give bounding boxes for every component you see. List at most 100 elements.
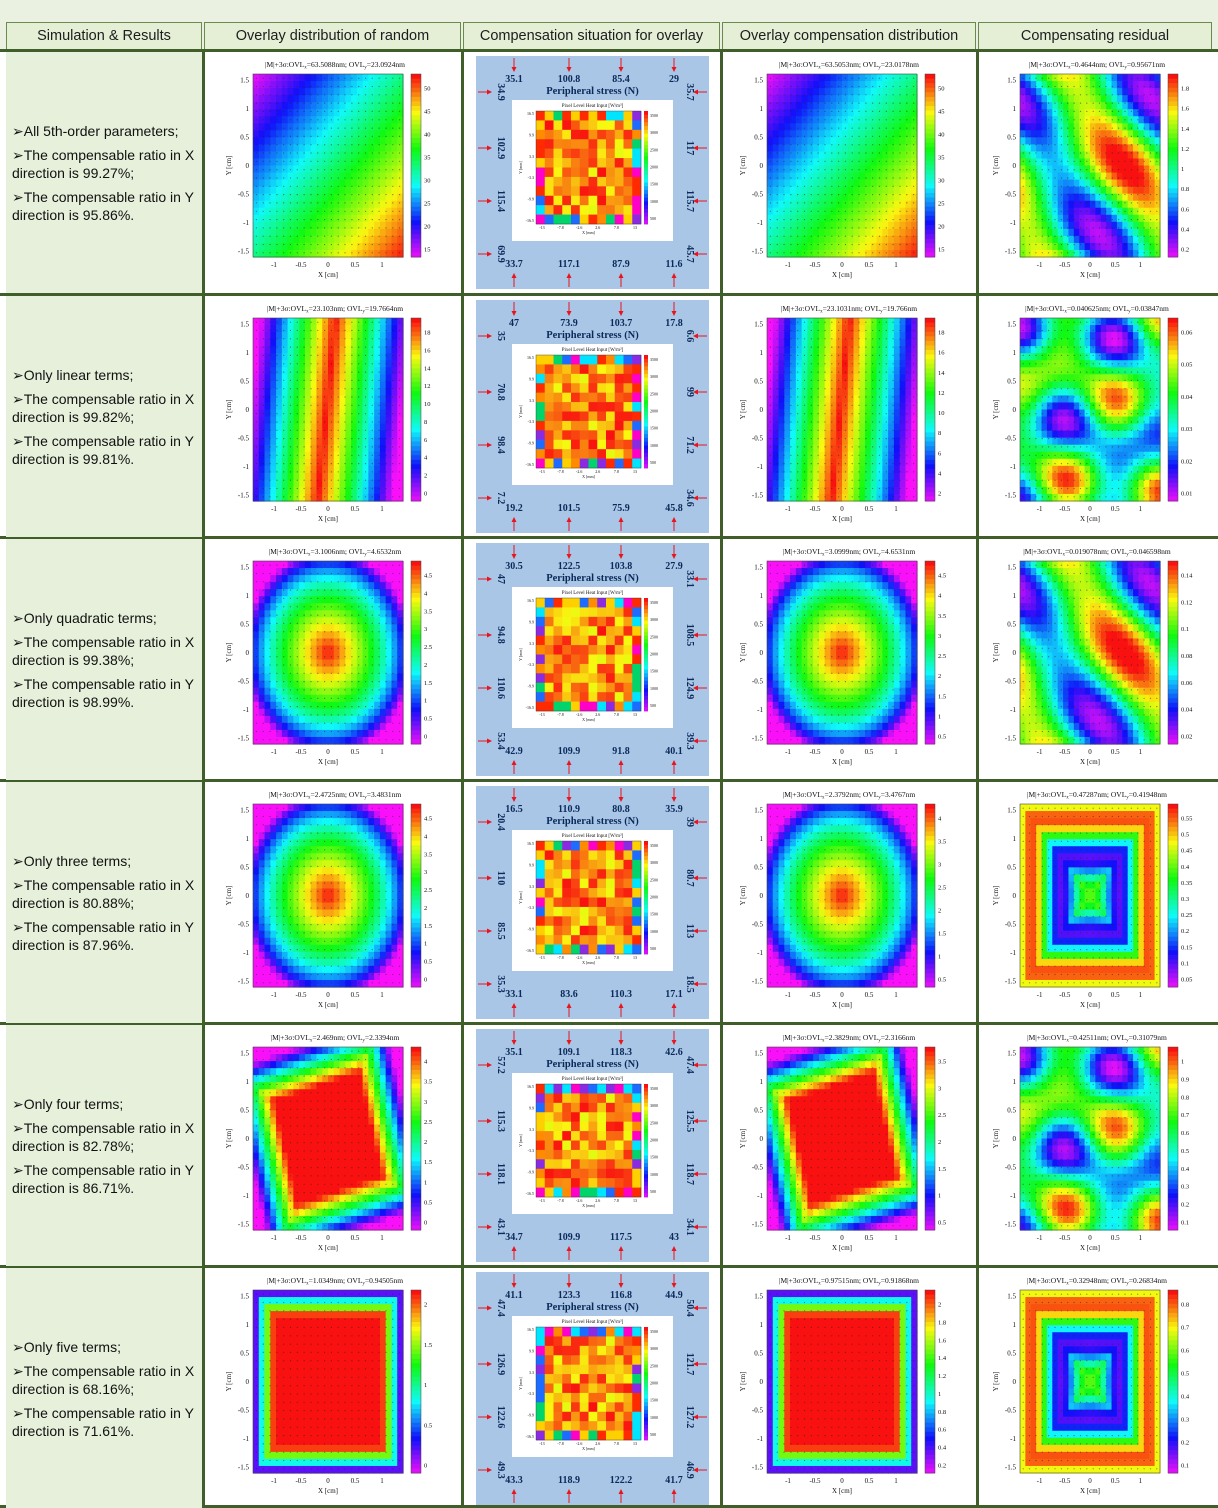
heat-y-tick: -16.5 bbox=[526, 948, 534, 953]
colorbar-tick-label: 1.4 bbox=[1181, 126, 1190, 133]
colorbar-tick-label: 0.1 bbox=[1181, 626, 1189, 633]
colorbar-tick-label: 4 bbox=[424, 590, 428, 597]
heat-colorbar-tick: 1500 bbox=[650, 426, 658, 431]
heat-x-tick: 2.6 bbox=[595, 955, 600, 960]
stress-svg: 30.5 42.9 122.5 109.9 103.8 91.8 27.9 40.1 Perip… bbox=[478, 545, 707, 774]
x-tick-label: 0.5 bbox=[351, 261, 360, 269]
colorbar-tick-label: 1.6 bbox=[1181, 106, 1190, 113]
stress-right-value: 113 bbox=[684, 924, 695, 938]
vector-markers bbox=[1022, 77, 1158, 254]
colorbar-tick-label: 1 bbox=[1181, 1059, 1184, 1066]
x-tick-label: 0.5 bbox=[1111, 1477, 1120, 1485]
y-tick-label: 1.5 bbox=[1007, 77, 1016, 85]
colorbar-tick-label: 3 bbox=[938, 1085, 941, 1092]
y-axis-label: Y [cm] bbox=[739, 400, 747, 420]
y-tick-label: 0 bbox=[760, 892, 764, 900]
stress-top-value: 35.9 bbox=[665, 804, 683, 815]
stress-bottom-value: 34.7 bbox=[505, 1232, 523, 1243]
residual-overlay-svg: |M|+3σ:OVLx=0.42511nm; OVLy=0.31079nm 1.5… bbox=[992, 1033, 1190, 1252]
colorbar-tick-label: 8 bbox=[424, 419, 427, 426]
stress-bottom-value: 33.1 bbox=[505, 989, 523, 1000]
plot-title: |M|+3σ:OVLx=0.4644nm; OVLy=0.95671nm bbox=[1029, 60, 1165, 71]
x-tick-label: -0.5 bbox=[1059, 1477, 1071, 1485]
y-tick-label: 0.5 bbox=[1007, 378, 1016, 386]
colorbar-tick-label: 0.4 bbox=[1181, 226, 1190, 233]
x-tick-label: -0.5 bbox=[295, 991, 307, 999]
stress-top-value: 80.8 bbox=[612, 804, 630, 815]
y-tick-label: 1.5 bbox=[240, 564, 249, 572]
stress-top-value: 123.3 bbox=[558, 1290, 581, 1301]
heat-y-tick: 16.5 bbox=[527, 1084, 534, 1089]
y-tick-label: -1 bbox=[757, 219, 763, 227]
heat-colorbar bbox=[644, 111, 648, 225]
stress-left-value: 57.2 bbox=[495, 1056, 506, 1074]
y-tick-label: -1.5 bbox=[238, 735, 250, 743]
y-tick-label: -0.5 bbox=[238, 678, 250, 686]
colorbar-tick-label: 1 bbox=[424, 1179, 427, 1186]
colorbar-tick-label: 18 bbox=[938, 330, 945, 337]
x-axis-label: X [cm] bbox=[1080, 758, 1100, 766]
heat-x-label: X [mm] bbox=[582, 960, 595, 965]
column-header-4: Overlay compensation distribution bbox=[722, 22, 976, 50]
stress-left-value: 110.6 bbox=[495, 677, 506, 699]
x-tick-label: 0 bbox=[1088, 1477, 1092, 1485]
stress-right-value: 118.7 bbox=[684, 1163, 695, 1185]
heat-x-tick: 13 bbox=[633, 1198, 637, 1203]
y-tick-label: 1.5 bbox=[1007, 321, 1016, 329]
colorbar-tick-label: 0.4 bbox=[1181, 1166, 1190, 1173]
y-tick-label: -1.5 bbox=[1005, 1221, 1017, 1229]
stress-left-value: 98.4 bbox=[495, 436, 506, 454]
stress-left-value: 43.1 bbox=[495, 1218, 506, 1236]
x-tick-label: 1 bbox=[894, 748, 898, 756]
stress-svg: 41.1 43.3 123.3 118.9 116.8 122.2 44.9 41.7 Peri… bbox=[478, 1274, 707, 1503]
y-tick-label: 1 bbox=[760, 1078, 764, 1086]
x-tick-label: 1 bbox=[380, 748, 384, 756]
y-axis-label: Y [cm] bbox=[992, 156, 1000, 176]
heat-title: Pixel Level Heat Input [W/m²] bbox=[562, 590, 624, 596]
colorbar-tick-label: 0.08 bbox=[1181, 653, 1192, 660]
colorbar-tick-label: 10 bbox=[938, 410, 945, 417]
result-line: ➢The compensable ratio in Y direction is… bbox=[12, 188, 202, 224]
colorbar bbox=[1168, 74, 1178, 258]
y-axis-label: Y [cm] bbox=[992, 643, 1000, 663]
y-tick-label: 1.5 bbox=[754, 807, 763, 815]
stress-svg: 35.1 33.7 100.8 117.1 85.4 87.9 29 11.6 Peripher… bbox=[478, 58, 707, 287]
x-tick-label: 0 bbox=[840, 1477, 844, 1485]
plot-title: |M|+3σ:OVLx=0.019078nm; OVLy=0.046598nm bbox=[1023, 547, 1171, 558]
stress-svg: 47 19.2 73.9 101.5 103.7 75.9 17.8 45.8 Peripher… bbox=[478, 302, 707, 531]
compensation-overlay-plot: |M|+3σ:OVLx=2.3829nm; OVLy=2.3166nm 1.5 1 0… bbox=[733, 1031, 965, 1260]
x-tick-label: -1 bbox=[271, 505, 277, 513]
heat-y-tick: 3.3 bbox=[529, 884, 534, 889]
stress-right-value: 35.7 bbox=[684, 83, 695, 101]
colorbar bbox=[925, 1047, 935, 1231]
x-tick-label: 0.5 bbox=[1111, 991, 1120, 999]
y-tick-label: 0.5 bbox=[240, 621, 249, 629]
stress-bottom-value: 11.6 bbox=[666, 259, 683, 270]
compensation-overlay-svg: |M|+3σ:OVLx=2.3792nm; OVLy=3.4767nm 1.5 1 0… bbox=[739, 790, 946, 1009]
x-tick-label: 1 bbox=[380, 1234, 384, 1242]
y-tick-label: 0 bbox=[760, 649, 764, 657]
plot-title: |M|+3σ:OVLx=2.4725nm; OVLy=3.4831nm bbox=[269, 790, 402, 801]
vector-markers bbox=[1022, 564, 1158, 741]
x-tick-label: 0.5 bbox=[351, 505, 360, 513]
x-tick-label: 1 bbox=[894, 1477, 898, 1485]
colorbar-tick-label: 1.2 bbox=[938, 1373, 946, 1380]
result-line: ➢The compensable ratio in Y direction is… bbox=[12, 918, 202, 954]
y-tick-label: 1 bbox=[1013, 105, 1017, 113]
heat-colorbar-tick: 2000 bbox=[650, 652, 658, 657]
y-tick-label: -1.5 bbox=[752, 492, 764, 500]
x-tick-label: 0 bbox=[326, 1477, 330, 1485]
colorbar-tick-label: 0 bbox=[424, 1463, 427, 1470]
y-tick-label: 0 bbox=[1013, 649, 1017, 657]
y-axis-label: Y [cm] bbox=[225, 643, 233, 663]
stress-right-value: 108.5 bbox=[684, 624, 695, 647]
y-tick-label: -0.5 bbox=[752, 678, 764, 686]
colorbar-tick-label: 0.3 bbox=[1181, 1417, 1189, 1424]
stress-bottom-value: 87.9 bbox=[612, 259, 630, 270]
x-tick-label: 0.5 bbox=[351, 748, 360, 756]
y-tick-label: -0.5 bbox=[238, 921, 250, 929]
colorbar-tick-label: 35 bbox=[938, 155, 945, 162]
x-axis-label: X [cm] bbox=[1080, 515, 1100, 523]
y-tick-label: -0.5 bbox=[1005, 921, 1017, 929]
colorbar-tick-label: 3.5 bbox=[938, 613, 946, 620]
